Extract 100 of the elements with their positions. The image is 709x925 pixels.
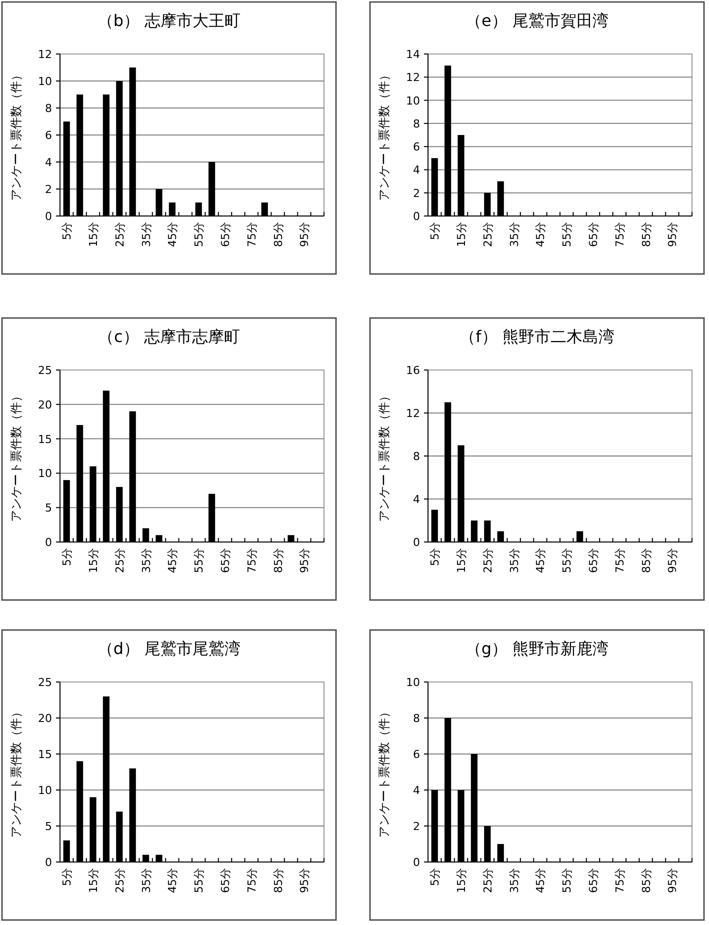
x-tick-label: 45分 (534, 548, 548, 573)
y-tick-label: 4 (413, 493, 420, 506)
y-tick-label: 0 (45, 536, 52, 549)
x-tick-label: 55分 (192, 868, 206, 893)
x-tick-label: 15分 (455, 868, 468, 893)
x-tick-label: 15分 (87, 868, 100, 893)
y-tick-label: 0 (413, 856, 420, 869)
y-tick-label: 10 (406, 94, 420, 108)
y-axis-title: アンケート票件数（件） (377, 390, 391, 522)
x-tick-label: 35分 (140, 222, 153, 247)
y-tick-label: 16 (406, 364, 420, 377)
y-tick-label: 12 (406, 71, 420, 84)
y-tick-label: 2 (413, 186, 420, 200)
x-tick-label: 75分 (245, 868, 258, 893)
y-axis-title: アンケート票件数（件） (9, 706, 23, 838)
chart-title: （g） 熊野市新鹿湾 (465, 639, 609, 658)
x-tick-label: 75分 (613, 222, 626, 247)
x-tick-label: 85分 (640, 548, 653, 573)
x-tick-label: 85分 (272, 548, 285, 573)
y-axis-title: アンケート票件数（件） (9, 390, 23, 522)
x-tick-label: 15分 (455, 548, 468, 573)
x-tick-label: 35分 (508, 222, 521, 247)
x-tick-label: 95分 (298, 222, 312, 247)
x-tick-label: 35分 (140, 548, 153, 573)
y-tick-label: 2 (413, 820, 420, 833)
x-tick-label: 45分 (534, 222, 548, 247)
x-tick-label: 65分 (587, 868, 600, 893)
y-tick-label: 0 (413, 210, 420, 223)
x-tick-label: 85分 (640, 222, 653, 247)
y-axis-title: アンケート票件数（件） (377, 706, 391, 838)
x-tick-label: 85分 (640, 868, 653, 893)
chart-title: （d） 尾鷲市尾鷲湾 (97, 639, 241, 658)
x-tick-label: 35分 (140, 868, 153, 893)
y-tick-label: 10 (406, 676, 420, 689)
x-tick-label: 75分 (613, 868, 626, 893)
chart-title: （e） 尾鷲市賀田湾 (466, 11, 608, 30)
y-tick-label: 10 (38, 75, 52, 88)
y-tick-label: 0 (45, 856, 52, 869)
x-tick-label: 35分 (508, 868, 521, 893)
x-tick-label: 95分 (298, 548, 312, 573)
x-tick-label: 5分 (60, 868, 74, 886)
x-tick-label: 95分 (298, 868, 312, 893)
y-tick-label: 4 (45, 156, 52, 169)
y-tick-label: 4 (413, 784, 420, 797)
y-tick-label: 5 (45, 820, 52, 833)
y-tick-label: 15 (38, 748, 52, 761)
x-tick-label: 45分 (166, 868, 180, 893)
x-tick-label: 95分 (666, 868, 680, 893)
y-tick-label: 14 (406, 48, 420, 61)
y-tick-label: 8 (413, 450, 420, 463)
y-tick-label: 6 (45, 129, 52, 142)
x-tick-label: 15分 (455, 222, 468, 247)
x-tick-label: 65分 (219, 548, 232, 573)
chart-title: （f） 熊野市二木島湾 (460, 327, 614, 346)
x-tick-label: 65分 (587, 222, 600, 247)
x-tick-label: 25分 (481, 548, 494, 573)
x-tick-label: 55分 (560, 222, 574, 247)
y-tick-label: 2 (45, 183, 52, 196)
x-tick-label: 25分 (113, 222, 126, 247)
y-tick-label: 25 (38, 364, 52, 377)
x-tick-label: 75分 (245, 548, 258, 573)
x-tick-label: 5分 (428, 222, 442, 240)
x-tick-label: 75分 (245, 222, 258, 247)
y-tick-label: 20 (38, 712, 52, 725)
y-tick-label: 0 (45, 210, 52, 223)
x-tick-label: 65分 (219, 868, 232, 893)
y-tick-label: 8 (413, 712, 420, 725)
x-tick-label: 55分 (560, 868, 574, 893)
x-tick-label: 95分 (666, 548, 680, 573)
y-tick-label: 12 (38, 48, 52, 61)
y-tick-label: 25 (38, 676, 52, 689)
x-tick-label: 25分 (481, 222, 494, 247)
x-tick-label: 85分 (272, 222, 285, 247)
x-tick-label: 55分 (192, 222, 206, 247)
y-tick-label: 8 (45, 102, 52, 115)
y-tick-label: 5 (45, 502, 52, 515)
x-tick-label: 85分 (272, 868, 285, 893)
y-tick-label: 12 (406, 407, 420, 420)
x-tick-label: 5分 (428, 548, 442, 566)
x-tick-label: 15分 (87, 222, 100, 247)
x-tick-label: 35分 (508, 548, 521, 573)
y-tick-label: 6 (413, 140, 420, 154)
chart-title: （b） 志摩市大王町 (97, 11, 241, 30)
y-tick-label: 20 (38, 398, 52, 412)
x-tick-label: 25分 (481, 868, 494, 893)
y-axis-title: アンケート票件数（件） (377, 69, 391, 201)
y-tick-label: 4 (413, 164, 420, 177)
y-tick-label: 10 (38, 784, 52, 797)
x-tick-label: 45分 (166, 548, 180, 573)
y-tick-label: 0 (413, 536, 420, 549)
x-tick-label: 95分 (666, 222, 680, 247)
x-tick-label: 5分 (60, 222, 74, 240)
x-tick-label: 5分 (428, 868, 442, 886)
x-tick-label: 15分 (87, 548, 100, 573)
x-tick-label: 45分 (534, 868, 548, 893)
x-tick-label: 65分 (587, 548, 600, 573)
x-tick-label: 45分 (166, 222, 180, 247)
y-tick-label: 15 (38, 432, 52, 446)
x-tick-label: 75分 (613, 548, 626, 573)
y-tick-label: 10 (38, 467, 52, 480)
